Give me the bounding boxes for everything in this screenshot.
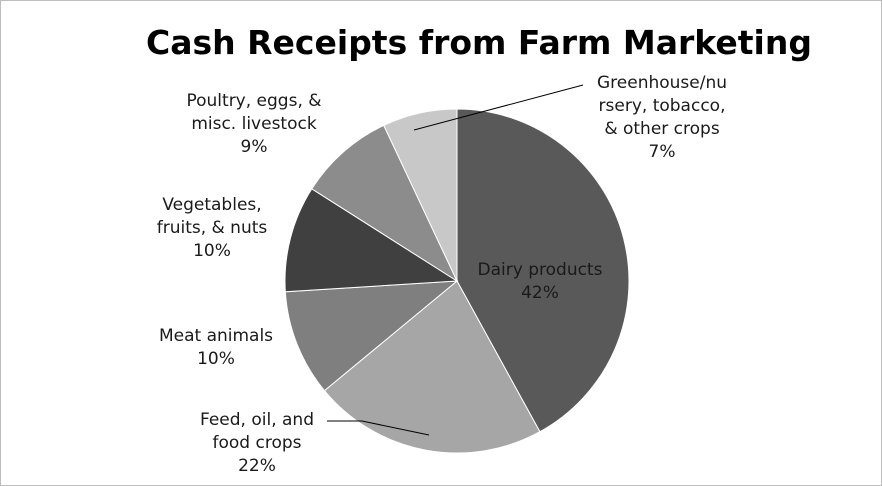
label-greenhouse-nursery-tobacco-line: Greenhouse/nu (597, 73, 727, 93)
label-poultry-eggs-livestock: Poultry, eggs, & misc. livestock 9% (186, 91, 321, 157)
label-vegetables-fruits-nuts: Vegetables, fruits, & nuts 10% (157, 195, 268, 261)
slice-meat-animals (284, 280, 459, 392)
leader-lines (327, 84, 584, 436)
label-dairy-products-line: 42% (521, 283, 559, 303)
slice-greenhouse-nursery-tobacco (383, 108, 458, 282)
slice-labels: Dairy products 42% Feed, oil, and food crop… (157, 73, 727, 476)
label-vegetables-fruits-nuts-line: Vegetables, (162, 195, 261, 215)
slice-poultry-eggs-livestock (311, 124, 459, 283)
chart-title: Cash Receipts from Farm Marketing (146, 23, 812, 62)
label-greenhouse-nursery-tobacco-line: 7% (649, 142, 676, 162)
label-meat-animals: Meat animals 10% (159, 326, 273, 369)
slice-dairy-products (456, 108, 630, 433)
label-poultry-eggs-livestock-line: misc. livestock (191, 114, 317, 134)
label-meat-animals-line: Meat animals (159, 326, 273, 346)
label-dairy-products-line: Dairy products (478, 260, 603, 280)
label-vegetables-fruits-nuts-line: 10% (193, 241, 231, 261)
leader-line-feed-crops (327, 420, 430, 436)
label-feed-oil-food-crops-line: food crops (213, 433, 302, 453)
leader-line-greenhouse (413, 84, 584, 131)
label-meat-animals-line: 10% (197, 349, 235, 369)
slice-vegetables-fruits-nuts (284, 188, 459, 293)
label-greenhouse-nursery-tobacco-line: & other crops (604, 119, 720, 139)
label-poultry-eggs-livestock-line: Poultry, eggs, & (186, 91, 321, 111)
label-dairy-products: Dairy products 42% (478, 260, 603, 303)
label-vegetables-fruits-nuts-line: fruits, & nuts (157, 218, 268, 238)
label-poultry-eggs-livestock-line: 9% (241, 137, 268, 157)
slice-feed-oil-food-crops (323, 280, 541, 454)
label-feed-oil-food-crops-line: 22% (238, 456, 276, 476)
label-feed-oil-food-crops-line: Feed, oil, and (200, 410, 314, 430)
label-greenhouse-nursery-tobacco: Greenhouse/nu rsery, tobacco, & other crop… (597, 73, 727, 162)
label-feed-oil-food-crops: Feed, oil, and food crops 22% (200, 410, 314, 476)
label-greenhouse-nursery-tobacco-line: rsery, tobacco, (599, 96, 726, 116)
pie-slices (284, 108, 630, 454)
